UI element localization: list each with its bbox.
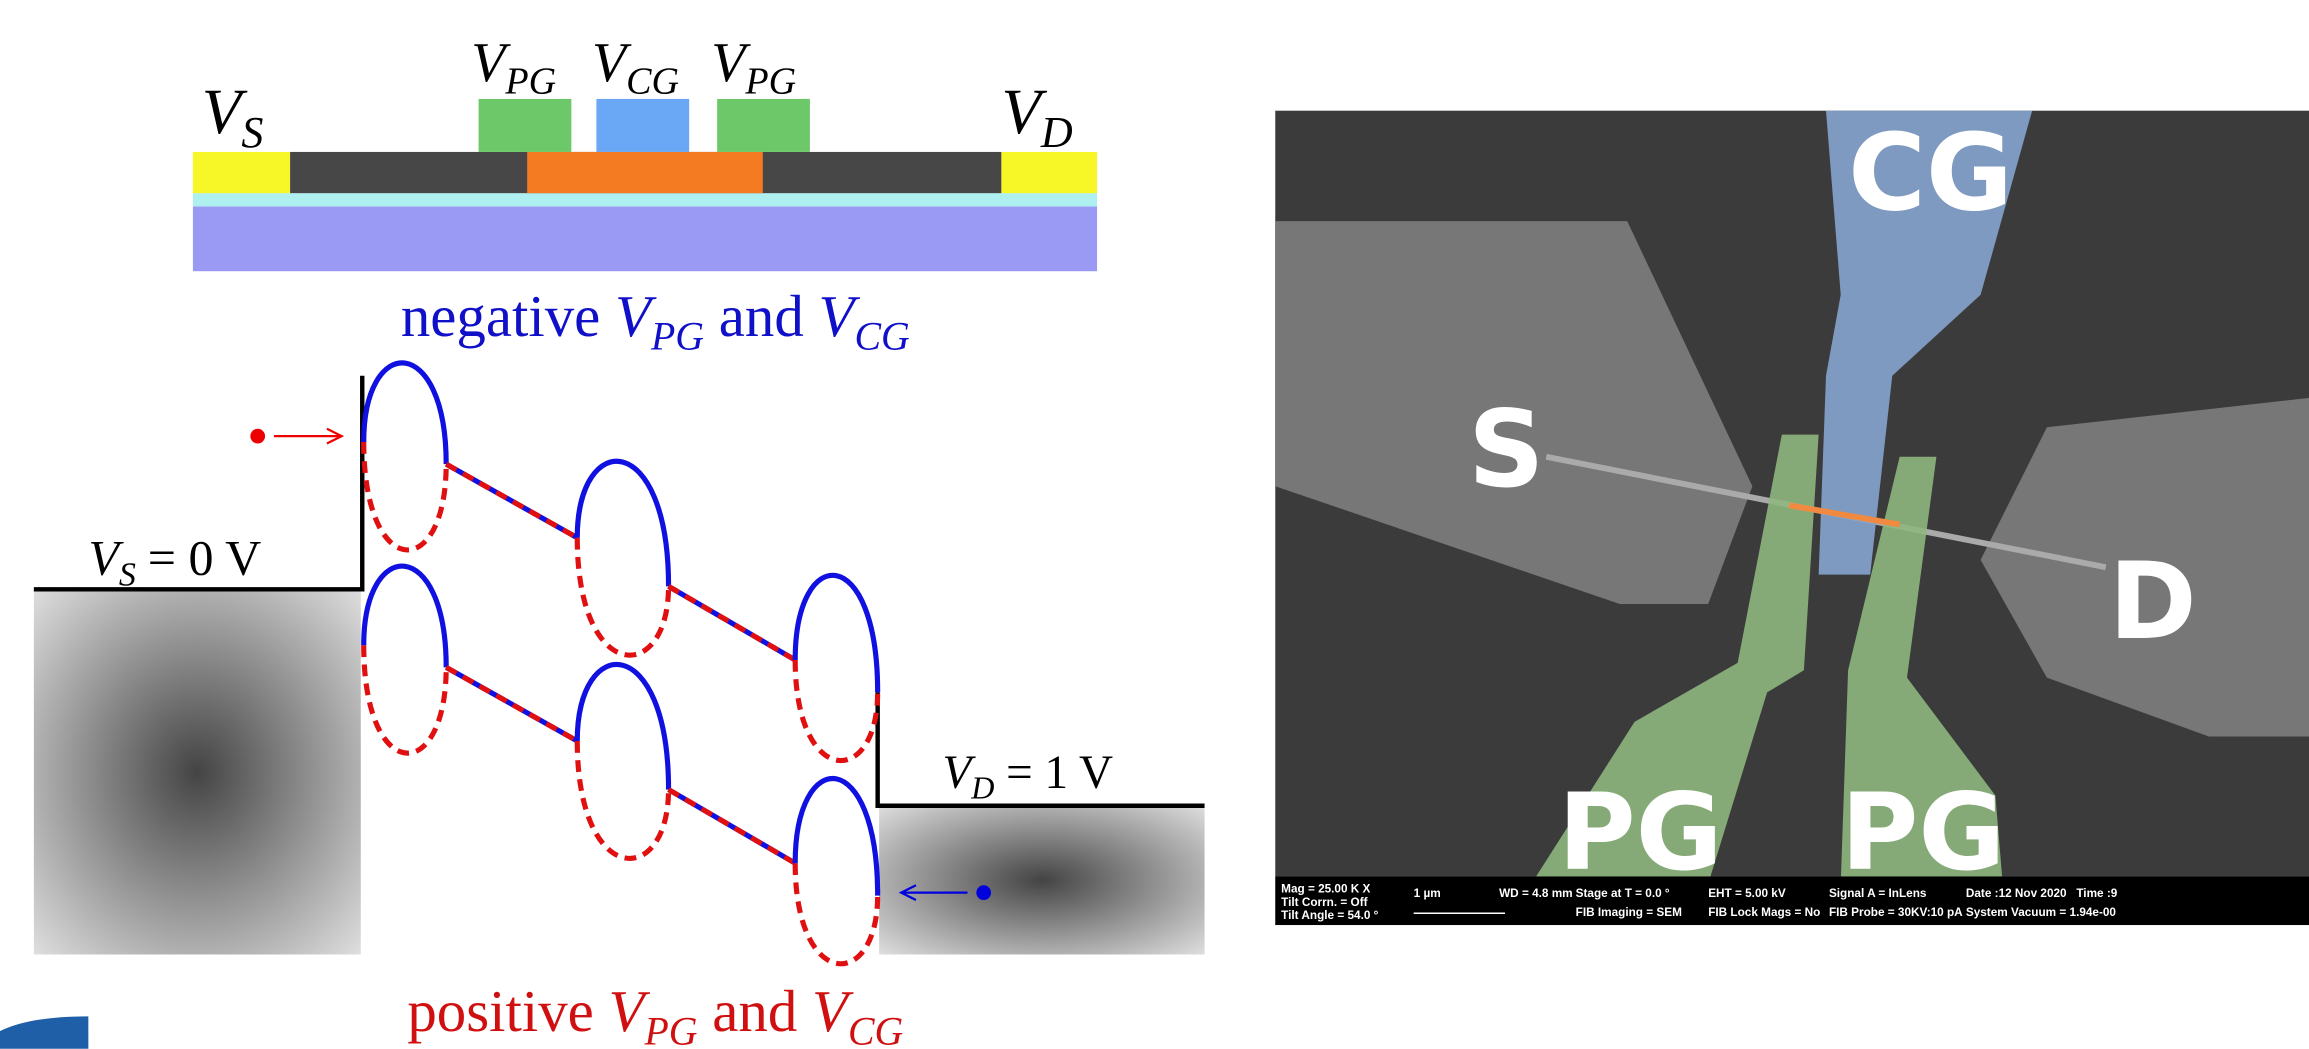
symbol-rest: = 0 V (148, 530, 262, 586)
decor-arc (0, 1016, 88, 1048)
sem-info-text: Tilt Corrn. = Off (1281, 896, 1367, 909)
symbol: VCG (592, 32, 679, 102)
sem-info-text: 1 µm (1414, 887, 1441, 900)
dot-dashed (795, 863, 877, 964)
dot-solid (577, 664, 668, 789)
device-stack (193, 99, 1097, 271)
symbol-sub: D (1040, 108, 1073, 157)
sem-label: PG (1558, 772, 1723, 895)
caption-v1-sub: PG (650, 314, 704, 358)
sem-info-text: FIB Lock Mags = No (1708, 906, 1820, 919)
slide: CG S D PG PG Mag = 25.00 K XTilt Corrn. = Of… (0, 0, 2309, 1049)
symbol-sub: S (119, 557, 136, 594)
sem-image (1275, 111, 2309, 925)
sem-label: D (2109, 541, 2197, 664)
sem-info-text: Signal A = InLens (1829, 887, 1927, 900)
sem-info-text: EHT = 5.00 kV (1708, 887, 1786, 900)
sem-label: S (1468, 389, 1544, 512)
source-lead (34, 589, 361, 954)
symbol-sub: D (970, 769, 994, 805)
caption-v2-sub: CG (855, 314, 910, 358)
symbol-sub: PG (744, 61, 796, 103)
dot-dashed (577, 741, 668, 858)
symbol-rest: = 1 V (1006, 747, 1113, 799)
caption-word: negative (401, 284, 600, 349)
symbol-sub: CG (626, 61, 679, 103)
caption-v1-sub: PG (644, 1009, 698, 1049)
dot-dashed (795, 660, 877, 761)
caption-word: positive (407, 979, 593, 1044)
sem-label: PG (1841, 772, 2006, 895)
caption-and: and (719, 284, 804, 349)
sem-info-text: Mag = 25.00 K X (1281, 883, 1370, 896)
dot-chain (364, 363, 878, 964)
symbol: VS (202, 76, 264, 157)
sem-info-text: WD = 4.8 mm (1499, 887, 1573, 900)
dot-dashed (364, 645, 446, 753)
symbol: VS= 0 V (88, 530, 261, 594)
dot-dashed (577, 538, 668, 655)
dot-solid (364, 363, 446, 464)
dot-solid (364, 566, 446, 667)
caption-v2-sub: CG (848, 1009, 903, 1049)
sem-info-text: FIB Imaging = SEM (1576, 906, 1682, 919)
drain-lead (879, 806, 1204, 955)
symbol: VPG (471, 32, 556, 102)
dot-dashed (364, 442, 446, 550)
sem-info-text: Time :9 (2076, 887, 2117, 900)
symbol: VPG (711, 32, 796, 102)
sem-info-text: FIB Probe = 30KV:10 pA (1829, 906, 1963, 919)
sem-info-text: Date :12 Nov 2020 (1966, 887, 2067, 900)
dot-solid (795, 575, 877, 692)
dot-solid (577, 461, 668, 586)
sem-label: CG (1848, 112, 2013, 235)
symbol-sub: S (241, 108, 263, 157)
symbol-sub: PG (504, 61, 556, 103)
sem-info-text: Stage at T = 0.0 ° (1576, 887, 1670, 900)
caption-and: and (712, 979, 797, 1044)
symbol: VD (1001, 76, 1073, 157)
dot-solid (795, 779, 877, 896)
page: CG S D PG PG Mag = 25.00 K XTilt Corrn. = Of… (0, 0, 2309, 1049)
sem-info-text: Tilt Angle = 54.0 ° (1281, 909, 1379, 922)
symbol: VD= 1 V (942, 747, 1113, 805)
sem-info-text: System Vacuum = 1.94e-00 (1966, 906, 2117, 919)
